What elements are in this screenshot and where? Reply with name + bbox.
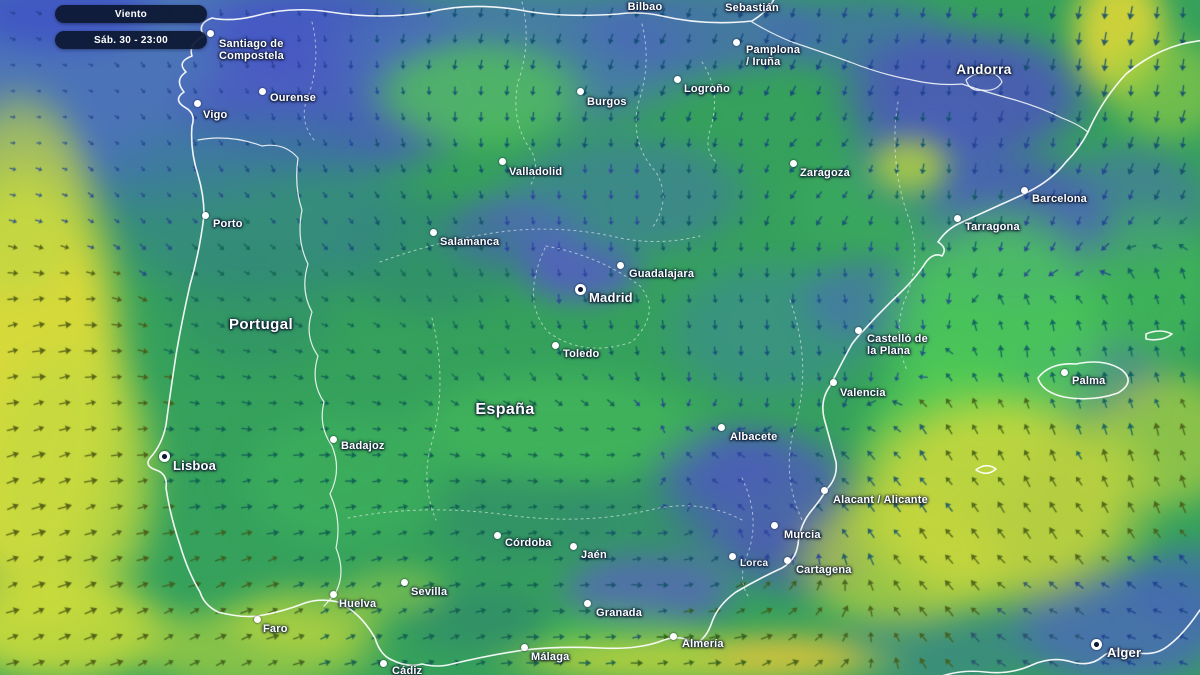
city-label-granada: Granada [596,607,643,619]
city-label-burgos: Burgos [587,96,627,108]
city-label-valladolid: Valladolid [509,166,563,178]
city-marker-jaen [569,542,577,550]
city-marker-lorca [728,552,736,560]
city-label-zaragoza: Zaragoza [800,167,850,179]
city-label-porto: Porto [213,218,243,230]
country-label-espana: España [475,401,535,418]
city-label-vigo: Vigo [203,109,228,121]
city-label-jaen: Jaén [581,549,607,561]
city-label-badajoz: Badajoz [341,440,385,452]
city-marker-valladolid [498,157,506,165]
city-label-tarragona: Tarragona [965,221,1020,233]
city-label-almeria: Almería [682,638,724,650]
city-marker-almeria [669,632,677,640]
city-marker-malaga [520,643,528,651]
city-label-sebastian: Sebastián [725,2,779,14]
city-label-salamanca: Salamanca [440,236,500,248]
country-label-andorra: Andorra [956,62,1012,77]
city-marker-albacete [717,423,725,431]
city-marker-alger [1090,638,1102,650]
city-marker-cartagena [783,556,791,564]
city-marker-alacant [820,486,828,494]
city-label-santiago: Santiago de Compostela [219,38,284,62]
city-marker-lisboa [158,450,170,462]
city-label-cadiz: Cádiz [392,665,423,675]
city-label-alacant: Alacant / Alicante [833,494,928,506]
city-marker-sevilla [400,578,408,586]
city-label-castello: Castelló de la Plana [867,333,928,357]
city-label-toledo: Toledo [563,348,600,360]
city-label-palma: Palma [1072,375,1106,387]
city-marker-palma [1060,368,1068,376]
city-label-logrono: Logroño [684,83,730,95]
city-label-huelva: Huelva [339,598,377,610]
city-label-alger: Alger [1107,645,1142,660]
city-label-lorca: Lorca [740,558,769,569]
city-marker-huelva [329,590,337,598]
city-marker-valencia [829,378,837,386]
city-label-cordoba: Córdoba [505,537,552,549]
country-label-portugal: Portugal [228,316,294,333]
city-marker-guadalajara [616,261,624,269]
city-marker-toledo [551,341,559,349]
city-label-cartagena: Cartagena [796,564,852,576]
city-marker-zaragoza [789,159,797,167]
city-label-madrid: Madrid [589,290,633,305]
city-label-pamplona: Pamplona / Iruña [746,44,801,68]
city-label-sevilla: Sevilla [411,586,448,598]
city-marker-murcia [770,521,778,529]
layer-badge[interactable]: Viento [55,5,207,23]
city-marker-madrid [574,283,586,295]
city-label-bilbao: Bilbao [627,1,663,13]
city-label-albacete: Albacete [730,431,778,443]
city-marker-castello [854,326,862,334]
city-label-lisboa: Lisboa [173,458,217,473]
city-label-murcia: Murcia [784,529,821,541]
city-marker-granada [583,599,591,607]
city-label-ourense: Ourense [270,92,317,104]
city-label-guadalajara: Guadalajara [629,268,695,280]
city-marker-logrono [673,75,681,83]
city-label-barcelona: Barcelona [1032,193,1087,205]
city-marker-santiago [206,29,214,37]
city-label-malaga: Málaga [531,651,570,663]
city-marker-cordoba [493,531,501,539]
city-marker-pamplona [732,38,740,46]
city-marker-cadiz [379,659,387,667]
city-marker-salamanca [429,228,437,236]
city-marker-badajoz [329,435,337,443]
city-marker-barcelona [1020,186,1028,194]
city-marker-ourense [258,87,266,95]
city-marker-tarragona [953,214,961,222]
city-marker-burgos [576,87,584,95]
time-badge[interactable]: Sáb. 30 - 23:00 [55,31,207,49]
city-marker-vigo [193,99,201,107]
city-marker-porto [201,211,209,219]
city-marker-faro [253,615,261,623]
city-label-faro: Faro [263,623,288,635]
city-label-valencia: Valencia [840,387,886,399]
